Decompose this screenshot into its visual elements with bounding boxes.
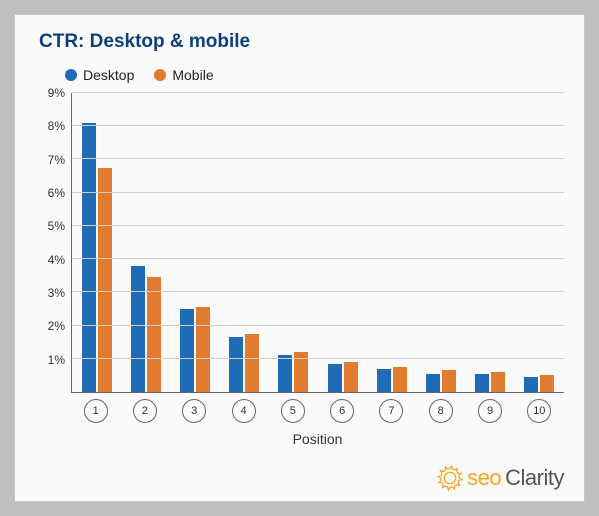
logo-text-seo: seo: [467, 465, 501, 491]
bar-mobile: [147, 277, 161, 392]
y-tick-label: 8%: [48, 119, 65, 133]
bar-mobile: [196, 307, 210, 392]
bar-desktop: [229, 337, 243, 392]
x-tick-circle: 6: [330, 399, 354, 423]
y-tick-label: 9%: [48, 86, 65, 100]
gridline: [72, 92, 564, 93]
bar-group: [515, 93, 564, 392]
gridline: [72, 192, 564, 193]
y-tick-label: 2%: [48, 319, 65, 333]
seoclarity-logo: seoClarity: [437, 465, 564, 491]
bar-mobile: [393, 367, 407, 392]
x-tick-label: 7: [367, 399, 416, 423]
chart-card: CTR: Desktop & mobile Desktop Mobile 1% 2…: [14, 14, 585, 502]
logo-text-clarity: Clarity: [505, 465, 564, 491]
gridline: [72, 358, 564, 359]
x-tick-circle: 9: [478, 399, 502, 423]
gridline: [72, 125, 564, 126]
gridline: [72, 291, 564, 292]
x-tick-circle: 8: [429, 399, 453, 423]
x-tick-label: 1: [71, 399, 120, 423]
x-tick-circle: 7: [379, 399, 403, 423]
x-tick-label: 3: [170, 399, 219, 423]
chart-area: 1%2%3%4%5%6%7%8%9%: [35, 93, 564, 393]
y-axis: 1%2%3%4%5%6%7%8%9%: [35, 93, 71, 393]
bar-desktop: [426, 374, 440, 392]
bar-mobile: [491, 372, 505, 392]
legend-label-mobile: Mobile: [172, 67, 213, 83]
bar-group: [318, 93, 367, 392]
y-tick-label: 4%: [48, 253, 65, 267]
outer-frame: CTR: Desktop & mobile Desktop Mobile 1% 2…: [0, 0, 599, 516]
bar-desktop: [131, 266, 145, 392]
bar-mobile: [540, 375, 554, 392]
bar-mobile: [442, 370, 456, 392]
bar-desktop: [377, 369, 391, 392]
x-tick-label: 9: [465, 399, 514, 423]
bar-group: [367, 93, 416, 392]
bar-desktop: [278, 355, 292, 392]
legend-swatch-desktop: [65, 69, 77, 81]
x-tick-label: 10: [515, 399, 564, 423]
chart-title: CTR: Desktop & mobile: [39, 31, 564, 53]
x-tick-circle: 1: [84, 399, 108, 423]
x-tick-label: 4: [219, 399, 268, 423]
plot-area: [71, 93, 564, 393]
bar-desktop: [180, 309, 194, 392]
legend-item-mobile: Mobile: [154, 67, 213, 83]
x-axis-labels: 1 2 3 4 5 6 7 8 9 10: [71, 399, 564, 423]
gridline: [72, 225, 564, 226]
bar-group: [416, 93, 465, 392]
x-tick-circle: 3: [182, 399, 206, 423]
legend-swatch-mobile: [154, 69, 166, 81]
x-tick-circle: 10: [527, 399, 551, 423]
x-tick-label: 6: [317, 399, 366, 423]
legend: Desktop Mobile: [65, 67, 564, 83]
y-tick-label: 3%: [48, 286, 65, 300]
bar-group: [170, 93, 219, 392]
bar-mobile: [245, 334, 259, 392]
bar-desktop: [524, 377, 538, 392]
bar-desktop: [475, 374, 489, 392]
y-tick-label: 6%: [48, 186, 65, 200]
legend-label-desktop: Desktop: [83, 67, 134, 83]
bar-group: [466, 93, 515, 392]
bar-group: [220, 93, 269, 392]
bar-desktop: [328, 364, 342, 392]
bar-group: [72, 93, 121, 392]
bar-group: [269, 93, 318, 392]
x-tick-label: 2: [120, 399, 169, 423]
bar-mobile: [344, 362, 358, 392]
y-tick-label: 7%: [48, 153, 65, 167]
gridline: [72, 158, 564, 159]
y-tick-label: 5%: [48, 219, 65, 233]
gear-icon: [437, 465, 463, 491]
y-tick-label: 1%: [48, 353, 65, 367]
legend-item-desktop: Desktop: [65, 67, 134, 83]
x-tick-circle: 2: [133, 399, 157, 423]
x-tick-circle: 5: [281, 399, 305, 423]
bars-container: [72, 93, 564, 392]
x-tick-label: 5: [268, 399, 317, 423]
gridline: [72, 258, 564, 259]
gridline: [72, 325, 564, 326]
x-tick-label: 8: [416, 399, 465, 423]
x-tick-circle: 4: [232, 399, 256, 423]
x-axis-title: Position: [71, 431, 564, 447]
bar-group: [121, 93, 170, 392]
